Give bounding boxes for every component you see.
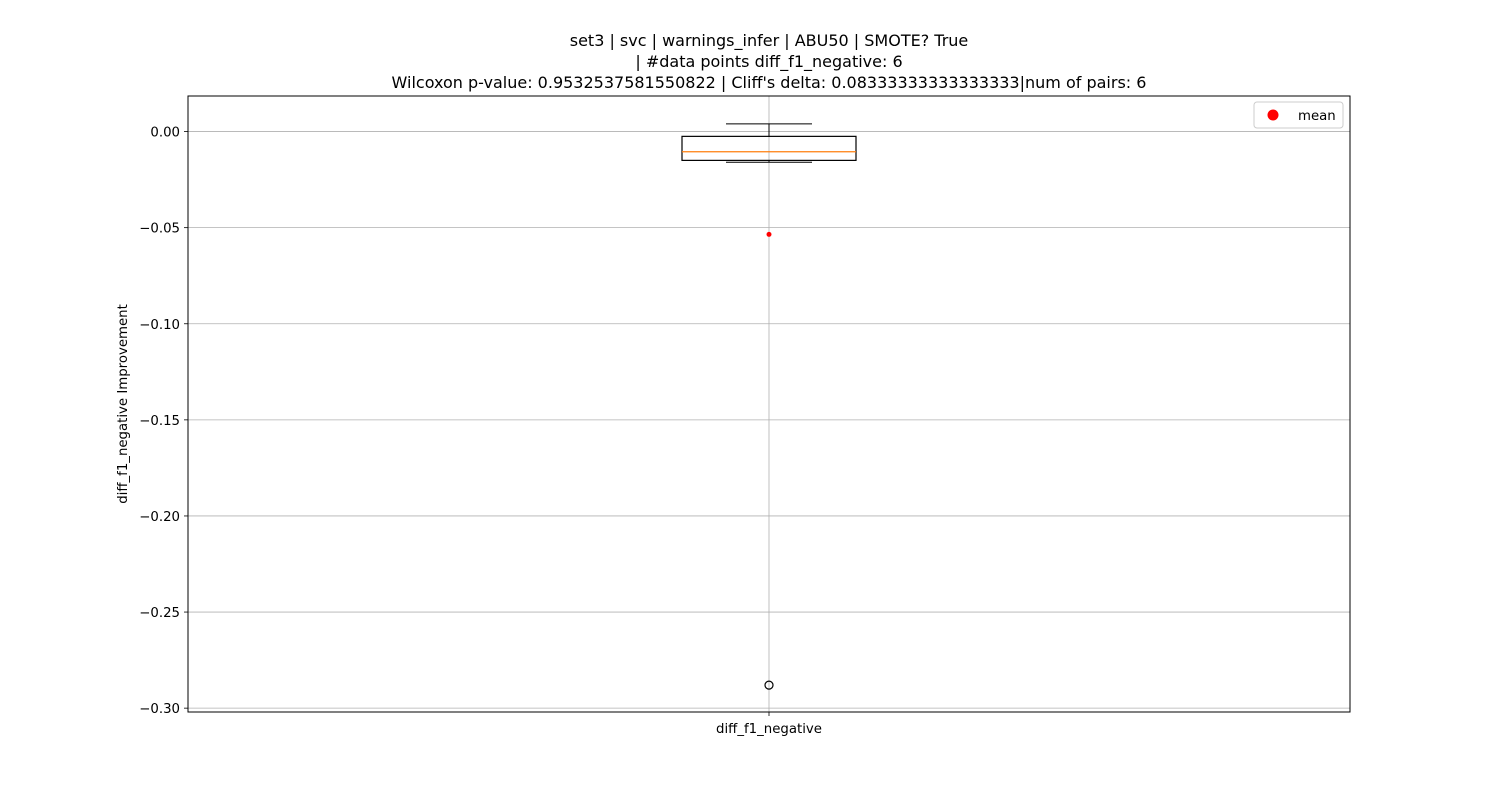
legend-mean-marker xyxy=(1267,109,1279,121)
legend-mean-label: mean xyxy=(1298,109,1336,124)
box-group xyxy=(681,123,857,690)
title-line-3: Wilcoxon p-value: 0.9532537581550822 | C… xyxy=(392,73,1147,92)
y-tick-label: −0.15 xyxy=(139,414,180,429)
box-series xyxy=(681,123,857,690)
y-axis-label: diff_f1_negative Improvement xyxy=(116,304,131,504)
title-line-2: | #data points diff_f1_negative: 6 xyxy=(635,52,902,72)
mean-marker xyxy=(766,231,772,237)
y-tick-label: −0.05 xyxy=(139,222,180,237)
legend-frame xyxy=(1253,101,1344,129)
x-tick-label: diff_f1_negative xyxy=(716,722,822,737)
y-tick-label: −0.10 xyxy=(139,318,180,333)
y-tick-label: 0.00 xyxy=(150,126,180,141)
plot-area: 0.00 −0.05 −0.10 −0.15 −0.20 −0.25 −0.30 diff_… xyxy=(139,95,1351,737)
outlier-point xyxy=(764,680,774,690)
y-tick-label: −0.25 xyxy=(139,606,180,621)
legend: mean xyxy=(1253,101,1344,129)
box-iqr xyxy=(681,135,857,161)
title-line-1: set3 | svc | warnings_infer | ABU50 | SM… xyxy=(570,31,969,51)
y-axis-ticks: 0.00 −0.05 −0.10 −0.15 −0.20 −0.25 −0.30 xyxy=(139,126,188,717)
x-axis-ticks: diff_f1_negative xyxy=(716,712,822,737)
y-tick-label: −0.30 xyxy=(139,702,180,717)
chart-title: set3 | svc | warnings_infer | ABU50 | SM… xyxy=(392,31,1147,92)
y-tick-label: −0.20 xyxy=(139,510,180,525)
